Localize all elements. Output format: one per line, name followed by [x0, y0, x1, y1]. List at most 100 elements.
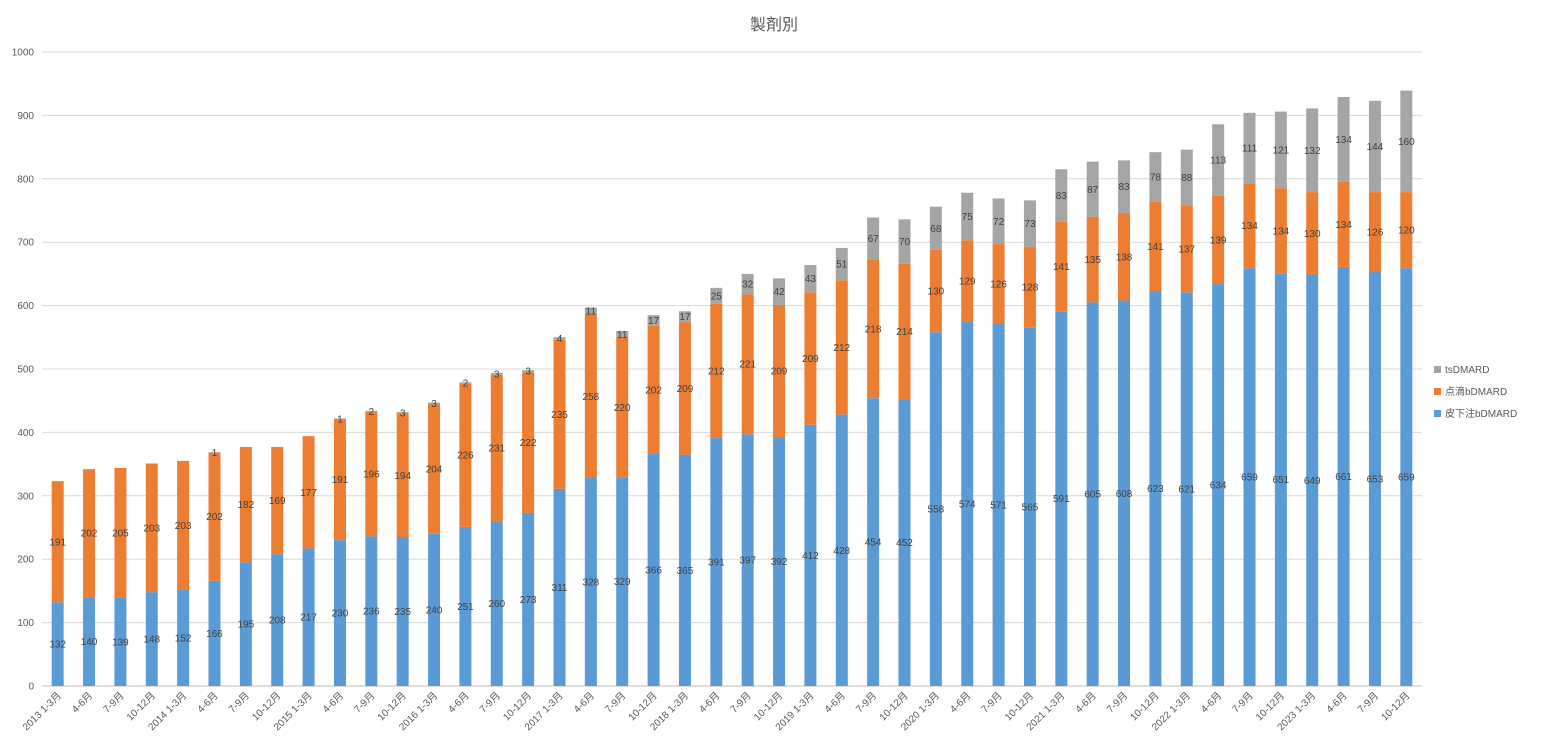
data-label: 113 [1210, 156, 1226, 167]
x-tick-label: 10-12月 [1379, 690, 1413, 724]
data-label: 83 [1118, 182, 1130, 193]
data-label: 72 [993, 217, 1005, 228]
bar-segment [1212, 284, 1225, 686]
data-label: 209 [802, 354, 819, 365]
data-label: 195 [238, 620, 255, 631]
data-label: 139 [1210, 235, 1227, 246]
data-label: 565 [1022, 502, 1039, 513]
bar-segment [647, 315, 660, 326]
data-label: 214 [896, 327, 913, 338]
bar-segment [333, 419, 346, 541]
x-tick-label: 7-9月 [728, 690, 754, 716]
bar-segment [271, 554, 284, 686]
bar-segment [365, 410, 378, 413]
data-label: 141 [1053, 262, 1070, 273]
bar-segment [1306, 108, 1319, 193]
bar-segment [1086, 216, 1099, 303]
data-label: 212 [708, 366, 725, 377]
data-label: 139 [112, 637, 129, 648]
data-label: 651 [1273, 475, 1290, 486]
data-label: 2 [463, 378, 469, 389]
bar-segment [271, 446, 284, 555]
data-label: 130 [1304, 229, 1321, 240]
bar-segment [1023, 200, 1036, 247]
data-label: 3 [494, 369, 500, 380]
bar-segment [428, 404, 441, 534]
data-label: 134 [1273, 226, 1290, 237]
data-label: 203 [143, 523, 160, 534]
x-tick-label: 4-6月 [1198, 690, 1224, 716]
bar-segment [1274, 111, 1287, 189]
data-label: 273 [520, 595, 537, 606]
data-label: 236 [363, 607, 380, 618]
bar-segment [1149, 201, 1162, 292]
data-label: 328 [583, 578, 600, 589]
data-label: 659 [1398, 473, 1415, 484]
bar-segment [678, 311, 691, 323]
data-label: 3 [431, 399, 437, 410]
data-label: 412 [802, 551, 819, 562]
y-tick-label: 800 [17, 174, 34, 185]
data-label: 126 [1367, 228, 1384, 239]
data-label: 218 [865, 325, 882, 336]
bar-segment [1180, 149, 1193, 206]
data-label: 1 [212, 448, 218, 459]
data-label: 226 [457, 451, 474, 462]
x-tick-label: 4-6月 [822, 690, 848, 716]
data-label: 68 [930, 224, 942, 235]
data-label: 17 [648, 316, 660, 327]
chart-title: 製剤別 [750, 16, 798, 34]
x-tick-label: 7-9月 [477, 690, 503, 716]
data-label: 160 [1398, 137, 1415, 148]
data-label: 134 [1335, 135, 1352, 146]
data-label: 574 [959, 500, 976, 511]
data-label: 70 [899, 237, 911, 248]
bar-segment [710, 438, 723, 686]
bar-segment [1400, 192, 1413, 269]
bar-segment [992, 198, 1005, 245]
bar-segment [992, 323, 1005, 686]
data-label: 311 [552, 583, 568, 594]
bar-segment [710, 287, 723, 304]
bar-segment [835, 414, 848, 686]
data-label: 230 [332, 609, 349, 620]
data-label: 3 [525, 367, 531, 378]
data-label: 134 [1335, 220, 1352, 231]
data-label: 205 [112, 528, 129, 539]
data-label: 621 [1178, 485, 1195, 496]
legend-swatch [1434, 410, 1441, 417]
x-tick-label: 7-9月 [1355, 690, 1381, 716]
bar-segment [773, 304, 786, 438]
bar-segment [1023, 246, 1036, 328]
legend-label: tsDMARD [1445, 365, 1489, 376]
data-label: 83 [1056, 191, 1068, 202]
data-label: 452 [896, 538, 913, 549]
y-tick-label: 100 [17, 618, 34, 629]
data-label: 138 [1116, 252, 1133, 263]
data-labels: 1321911402021392051482031522031662021195… [49, 135, 1415, 651]
data-label: 17 [679, 312, 691, 323]
bar-segment [929, 206, 942, 250]
data-label: 144 [1367, 142, 1384, 153]
data-label: 204 [426, 465, 443, 476]
bar-segment [208, 452, 221, 453]
bar-segment [1368, 192, 1381, 272]
data-label: 191 [49, 537, 66, 548]
bar-segment [396, 414, 409, 538]
bar-segment [584, 307, 597, 315]
bar-segment [365, 412, 378, 537]
data-label: 209 [771, 367, 788, 378]
data-label: 202 [645, 385, 662, 396]
bar-segment [898, 399, 911, 686]
bar-segment [83, 597, 96, 686]
data-label: 217 [300, 613, 317, 624]
bar-segment [616, 477, 629, 686]
data-label: 649 [1304, 476, 1321, 487]
bar-segment [773, 278, 786, 305]
bar-segment [1368, 100, 1381, 193]
bar-segment [1243, 183, 1256, 269]
bar-segment [584, 478, 597, 686]
x-tick-label: 7-9月 [226, 690, 252, 716]
bar-segment [1243, 268, 1256, 686]
